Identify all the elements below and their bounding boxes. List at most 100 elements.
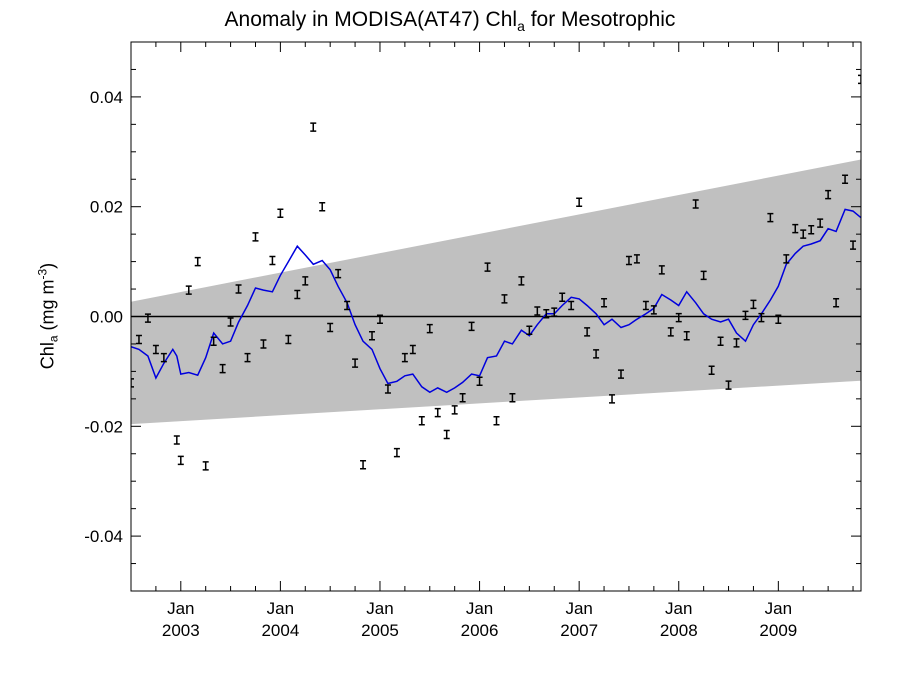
- chart-title-subscript: a: [517, 18, 525, 34]
- plot-area: [131, 74, 861, 471]
- anomaly-point: [800, 229, 807, 239]
- anomaly-point: [244, 352, 251, 363]
- anomaly-point: [335, 268, 342, 279]
- anomaly-point: [817, 218, 824, 228]
- x-tick-month-label: Jan: [366, 599, 393, 618]
- x-tick-year-label: 2007: [560, 621, 598, 640]
- anomaly-point: [352, 358, 359, 368]
- anomaly-point: [625, 255, 632, 266]
- x-tick-year-label: 2005: [361, 621, 399, 640]
- anomaly-point: [792, 223, 799, 234]
- anomaly-point: [842, 174, 849, 184]
- anomaly-point: [493, 416, 500, 426]
- anomaly-point: [808, 225, 815, 235]
- anomaly-point: [683, 330, 690, 341]
- anomaly-point: [443, 429, 450, 440]
- anomaly-point: [750, 299, 757, 310]
- anomaly-point: [617, 369, 624, 379]
- anomaly-point: [658, 265, 665, 275]
- anomaly-point: [235, 284, 242, 294]
- trend-band: [131, 159, 861, 425]
- anomaly-point: [327, 322, 334, 333]
- smoothed-series-line: [131, 208, 861, 394]
- anomaly-point: [825, 189, 832, 200]
- y-tick-label: -0.04: [84, 527, 123, 546]
- anomaly-point: [160, 352, 167, 363]
- anomaly-point: [468, 321, 475, 332]
- anomaly-point: [319, 201, 326, 212]
- anomaly-point: [484, 262, 491, 272]
- chart-title-text: Anomaly in MODISA(AT47) Chl: [224, 8, 518, 31]
- anomaly-point: [584, 327, 591, 337]
- anomaly-point: [758, 312, 765, 323]
- anomaly-point: [252, 232, 259, 242]
- anomaly-point: [725, 380, 732, 390]
- anomaly-point: [650, 305, 657, 315]
- anomaly-point: [376, 314, 383, 324]
- y-tick-label: -0.02: [84, 417, 123, 436]
- anomaly-point: [227, 317, 234, 327]
- y-tick-label: 0.04: [90, 88, 123, 107]
- anomaly-point: [767, 212, 774, 223]
- anomaly-point: [601, 298, 608, 308]
- anomaly-point: [692, 199, 699, 209]
- anomaly-point: [509, 393, 516, 403]
- anomaly-point: [609, 394, 616, 404]
- anomaly-point: [260, 339, 267, 349]
- anomaly-point: [833, 298, 840, 308]
- anomaly-point: [294, 289, 301, 300]
- anomaly-point: [369, 330, 376, 341]
- chart-title-suffix: for Mesotrophic: [524, 8, 676, 31]
- x-tick-month-label: Jan: [466, 599, 493, 618]
- anomaly-point: [219, 363, 226, 374]
- anomaly-point: [409, 344, 416, 355]
- anomaly-point: [202, 461, 209, 471]
- anomaly-point: [459, 393, 466, 403]
- anomaly-point: [551, 307, 558, 317]
- anomaly-point: [733, 338, 740, 348]
- anomaly-point: [194, 256, 201, 267]
- anomaly-point: [717, 336, 724, 346]
- anomaly-point: [177, 455, 184, 466]
- anomaly-point: [434, 407, 441, 418]
- x-tick-year-label: 2004: [261, 621, 299, 640]
- anomaly-point: [384, 384, 391, 394]
- anomaly-point: [633, 254, 640, 264]
- anomaly-point: [742, 310, 749, 321]
- x-tick-month-label: Jan: [167, 599, 194, 618]
- anomaly-point: [775, 314, 782, 324]
- y-tick-label: 0.02: [90, 198, 123, 217]
- anomaly-point: [708, 365, 715, 376]
- anomaly-point: [310, 122, 317, 132]
- anomaly-point: [135, 334, 142, 345]
- x-tick-month-label: Jan: [565, 599, 592, 618]
- anomaly-point: [173, 435, 180, 445]
- anomaly-point: [568, 300, 575, 311]
- anomaly-point: [185, 285, 192, 295]
- anomaly-point: [576, 197, 583, 208]
- anomaly-point: [418, 416, 425, 426]
- anomaly-point: [144, 313, 151, 323]
- anomaly-point: [426, 323, 433, 334]
- anomaly-point: [783, 254, 790, 264]
- anomaly-point: [131, 378, 134, 388]
- anomaly-point: [526, 325, 533, 335]
- monthly-anomalies: [131, 74, 861, 471]
- anomaly-point: [302, 276, 309, 286]
- anomaly-point: [344, 300, 351, 311]
- anomaly-point: [360, 459, 367, 470]
- anomaly-point: [401, 352, 408, 363]
- chart-title: Anomaly in MODISA(AT47) Chla for Mesotro…: [0, 8, 900, 34]
- anomaly-point: [642, 300, 649, 311]
- y-tick-label: 0.00: [90, 308, 123, 327]
- x-tick-month-label: Jan: [267, 599, 294, 618]
- anomaly-point: [451, 405, 458, 415]
- anomaly-point: [152, 344, 159, 355]
- x-tick-month-label: Jan: [765, 599, 792, 618]
- anomaly-point: [285, 334, 292, 345]
- x-tick-year-label: 2008: [660, 621, 698, 640]
- anomaly-point: [667, 327, 674, 337]
- anomaly-point: [534, 306, 541, 316]
- x-tick-year-label: 2009: [759, 621, 797, 640]
